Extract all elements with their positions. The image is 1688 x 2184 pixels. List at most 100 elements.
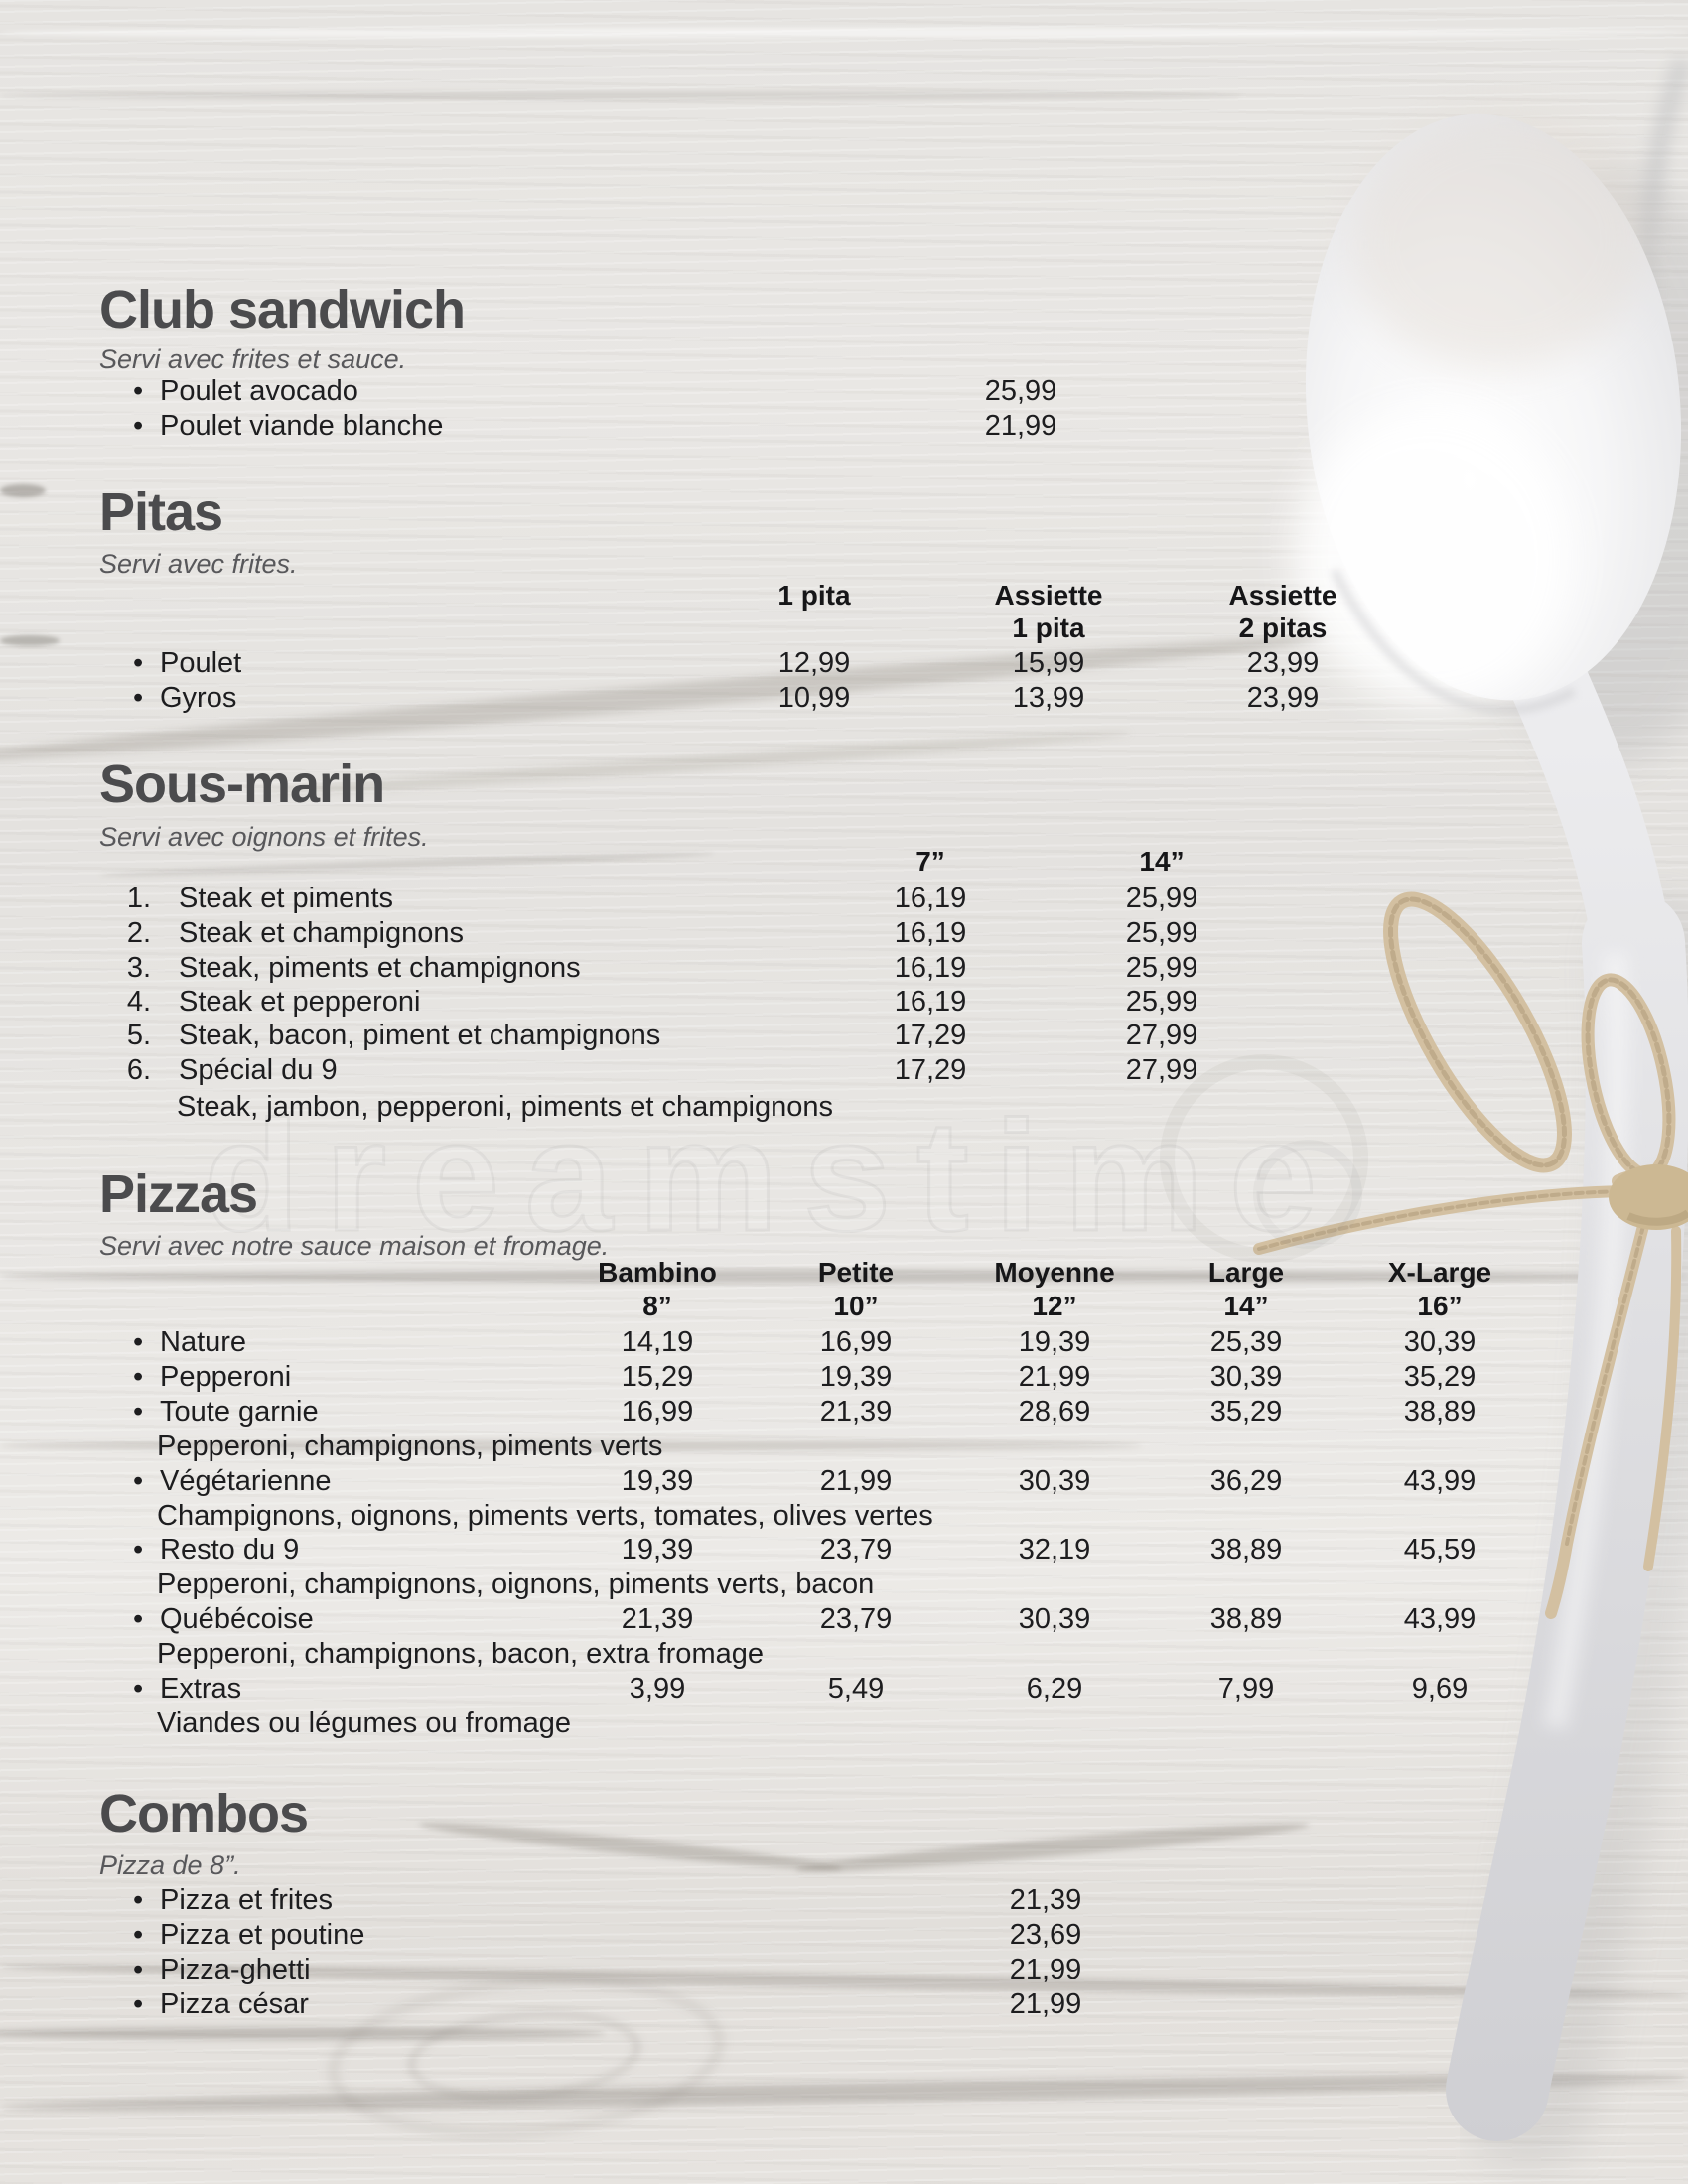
menu-item-note-row: Champignons, oignons, piments verts, tom…	[0, 1499, 1688, 1534]
item-number: 2.	[126, 917, 151, 949]
item-price: 21,99	[1018, 1361, 1091, 1393]
section-title-combos: Combos	[99, 1784, 309, 1843]
wood-grain-streak	[417, 1816, 844, 1877]
item-name: Toute garnie	[160, 1396, 319, 1428]
item-price: 27,99	[1125, 1054, 1198, 1086]
menu-item-row: Poulet 12,99 15,99 23,99	[0, 646, 1688, 681]
item-note: Champignons, oignons, piments verts, tom…	[157, 1500, 933, 1532]
item-price: 25,99	[1125, 952, 1198, 984]
menu-item-row: Québécoise 21,39 23,79 30,39 38,89 43,99	[0, 1602, 1688, 1637]
item-name: Steak et piments	[179, 883, 393, 914]
item-price: 21,39	[819, 1396, 893, 1428]
wood-grain-streak	[0, 1270, 1688, 1283]
item-name: Pizza-ghetti	[160, 1954, 311, 1985]
item-price: 38,89	[1403, 1396, 1477, 1428]
item-price: 21,39	[621, 1603, 694, 1635]
item-name: Poulet	[160, 647, 242, 679]
item-note: Viandes ou légumes ou fromage	[157, 1707, 572, 1739]
menu-item-row: Poulet avocado 25,99	[0, 374, 1688, 409]
menu-item-row: 4. Steak et pepperoni 16,19 25,99	[0, 985, 1688, 1020]
section-title-sousmarin: Sous-marin	[99, 754, 385, 814]
item-price: 21,99	[1009, 1954, 1082, 1985]
column-header: 2 pitas	[1238, 613, 1328, 643]
item-price: 23,99	[1246, 682, 1320, 714]
item-price: 16,19	[894, 917, 967, 949]
column-header: 10”	[833, 1291, 879, 1321]
item-number: 6.	[126, 1054, 151, 1086]
item-note: Pepperoni, champignons, piments verts	[157, 1431, 663, 1462]
item-price: 43,99	[1403, 1603, 1477, 1635]
item-price: 35,29	[1209, 1396, 1283, 1428]
section-subtitle-club: Servi avec frites et sauce.	[99, 344, 407, 374]
section-subtitle-sousmarin: Servi avec oignons et frites.	[99, 822, 429, 852]
item-price: 13,99	[1012, 682, 1085, 714]
column-header: 1 pita	[1012, 613, 1085, 643]
item-price: 19,39	[1018, 1326, 1091, 1358]
item-name: Pizza et frites	[160, 1884, 334, 1916]
item-price: 28,69	[1018, 1396, 1091, 1428]
column-header: 14”	[1223, 1291, 1269, 1321]
item-price: 19,39	[621, 1465, 694, 1497]
item-name: Pepperoni	[160, 1361, 292, 1393]
item-number: 5.	[126, 1020, 151, 1051]
item-name: Poulet viande blanche	[160, 410, 444, 442]
item-price: 12,99	[777, 647, 851, 679]
item-price: 16,99	[621, 1396, 694, 1428]
menu-item-row: Resto du 9 19,39 23,79 32,19 38,89 45,59	[0, 1533, 1688, 1568]
wood-grain-streak	[0, 91, 1241, 100]
menu-item-row: 5. Steak, bacon, piment et champignons 1…	[0, 1019, 1688, 1053]
item-price: 25,39	[1209, 1326, 1283, 1358]
item-price: 45,59	[1403, 1534, 1477, 1566]
item-price: 30,39	[1209, 1361, 1283, 1393]
menu-item-row: Pizza césar 21,99	[0, 1987, 1688, 2022]
item-price: 15,29	[621, 1361, 694, 1393]
item-price: 27,99	[1125, 1020, 1198, 1051]
item-name: Nature	[160, 1326, 247, 1358]
wood-grain-streak	[0, 1440, 1142, 1451]
menu-item-row: Toute garnie 16,99 21,39 28,69 35,29 38,…	[0, 1395, 1688, 1430]
column-header: 1 pita	[777, 580, 851, 611]
column-header: 7”	[915, 846, 945, 877]
menu-item-row: Pizza et frites 21,39	[0, 1883, 1688, 1918]
item-price: 23,69	[1009, 1919, 1082, 1951]
column-header: 16”	[1417, 1291, 1463, 1321]
item-price: 10,99	[777, 682, 851, 714]
menu-item-note-row: Pepperoni, champignons, bacon, extra fro…	[0, 1637, 1688, 1672]
menu-item-row: Poulet viande blanche 21,99	[0, 409, 1688, 444]
column-header: Assiette	[1228, 580, 1337, 611]
item-name: Végétarienne	[160, 1465, 332, 1497]
item-price: 19,39	[621, 1534, 694, 1566]
column-header: 8”	[642, 1291, 672, 1321]
column-header: 12”	[1032, 1291, 1077, 1321]
item-price: 3,99	[629, 1673, 686, 1705]
item-price: 16,19	[894, 883, 967, 914]
section-title-pitas: Pitas	[99, 482, 223, 542]
menu-item-row: Extras 3,99 5,49 6,29 7,99 9,69	[0, 1672, 1688, 1706]
item-number: 1.	[126, 883, 151, 914]
item-name: Resto du 9	[160, 1534, 300, 1566]
menu-item-row: 6. Spécial du 9 17,29 27,99	[0, 1053, 1688, 1088]
menu-item-row: Végétarienne 19,39 21,99 30,39 36,29 43,…	[0, 1464, 1688, 1499]
item-price: 38,89	[1209, 1603, 1283, 1635]
menu-item-row: Pepperoni 15,29 19,39 21,99 30,39 35,29	[0, 1360, 1688, 1395]
item-price: 6,29	[1026, 1673, 1083, 1705]
item-name: Pizza césar	[160, 1988, 309, 2020]
item-price: 9,69	[1411, 1673, 1469, 1705]
item-price: 16,19	[894, 952, 967, 984]
menu-item-row: 3. Steak, piments et champignons 16,19 2…	[0, 951, 1688, 986]
item-price: 43,99	[1403, 1465, 1477, 1497]
item-price: 30,39	[1018, 1603, 1091, 1635]
item-name: Pizza et poutine	[160, 1919, 365, 1951]
watermark-ring	[1253, 1140, 1362, 1249]
menu-item-note-row: Steak, jambon, pepperoni, piments et cha…	[0, 1090, 1688, 1125]
item-price: 16,99	[819, 1326, 893, 1358]
column-header: 14”	[1139, 846, 1185, 877]
menu-item-row: Gyros 10,99 13,99 23,99	[0, 681, 1688, 716]
column-header: Moyenne	[994, 1257, 1115, 1288]
section-title-club: Club sandwich	[99, 280, 466, 340]
column-header: Petite	[817, 1257, 895, 1288]
item-price: 14,19	[621, 1326, 694, 1358]
wood-grain-streak	[0, 635, 60, 646]
item-price: 30,39	[1018, 1465, 1091, 1497]
section-title-pizzas: Pizzas	[99, 1164, 258, 1224]
